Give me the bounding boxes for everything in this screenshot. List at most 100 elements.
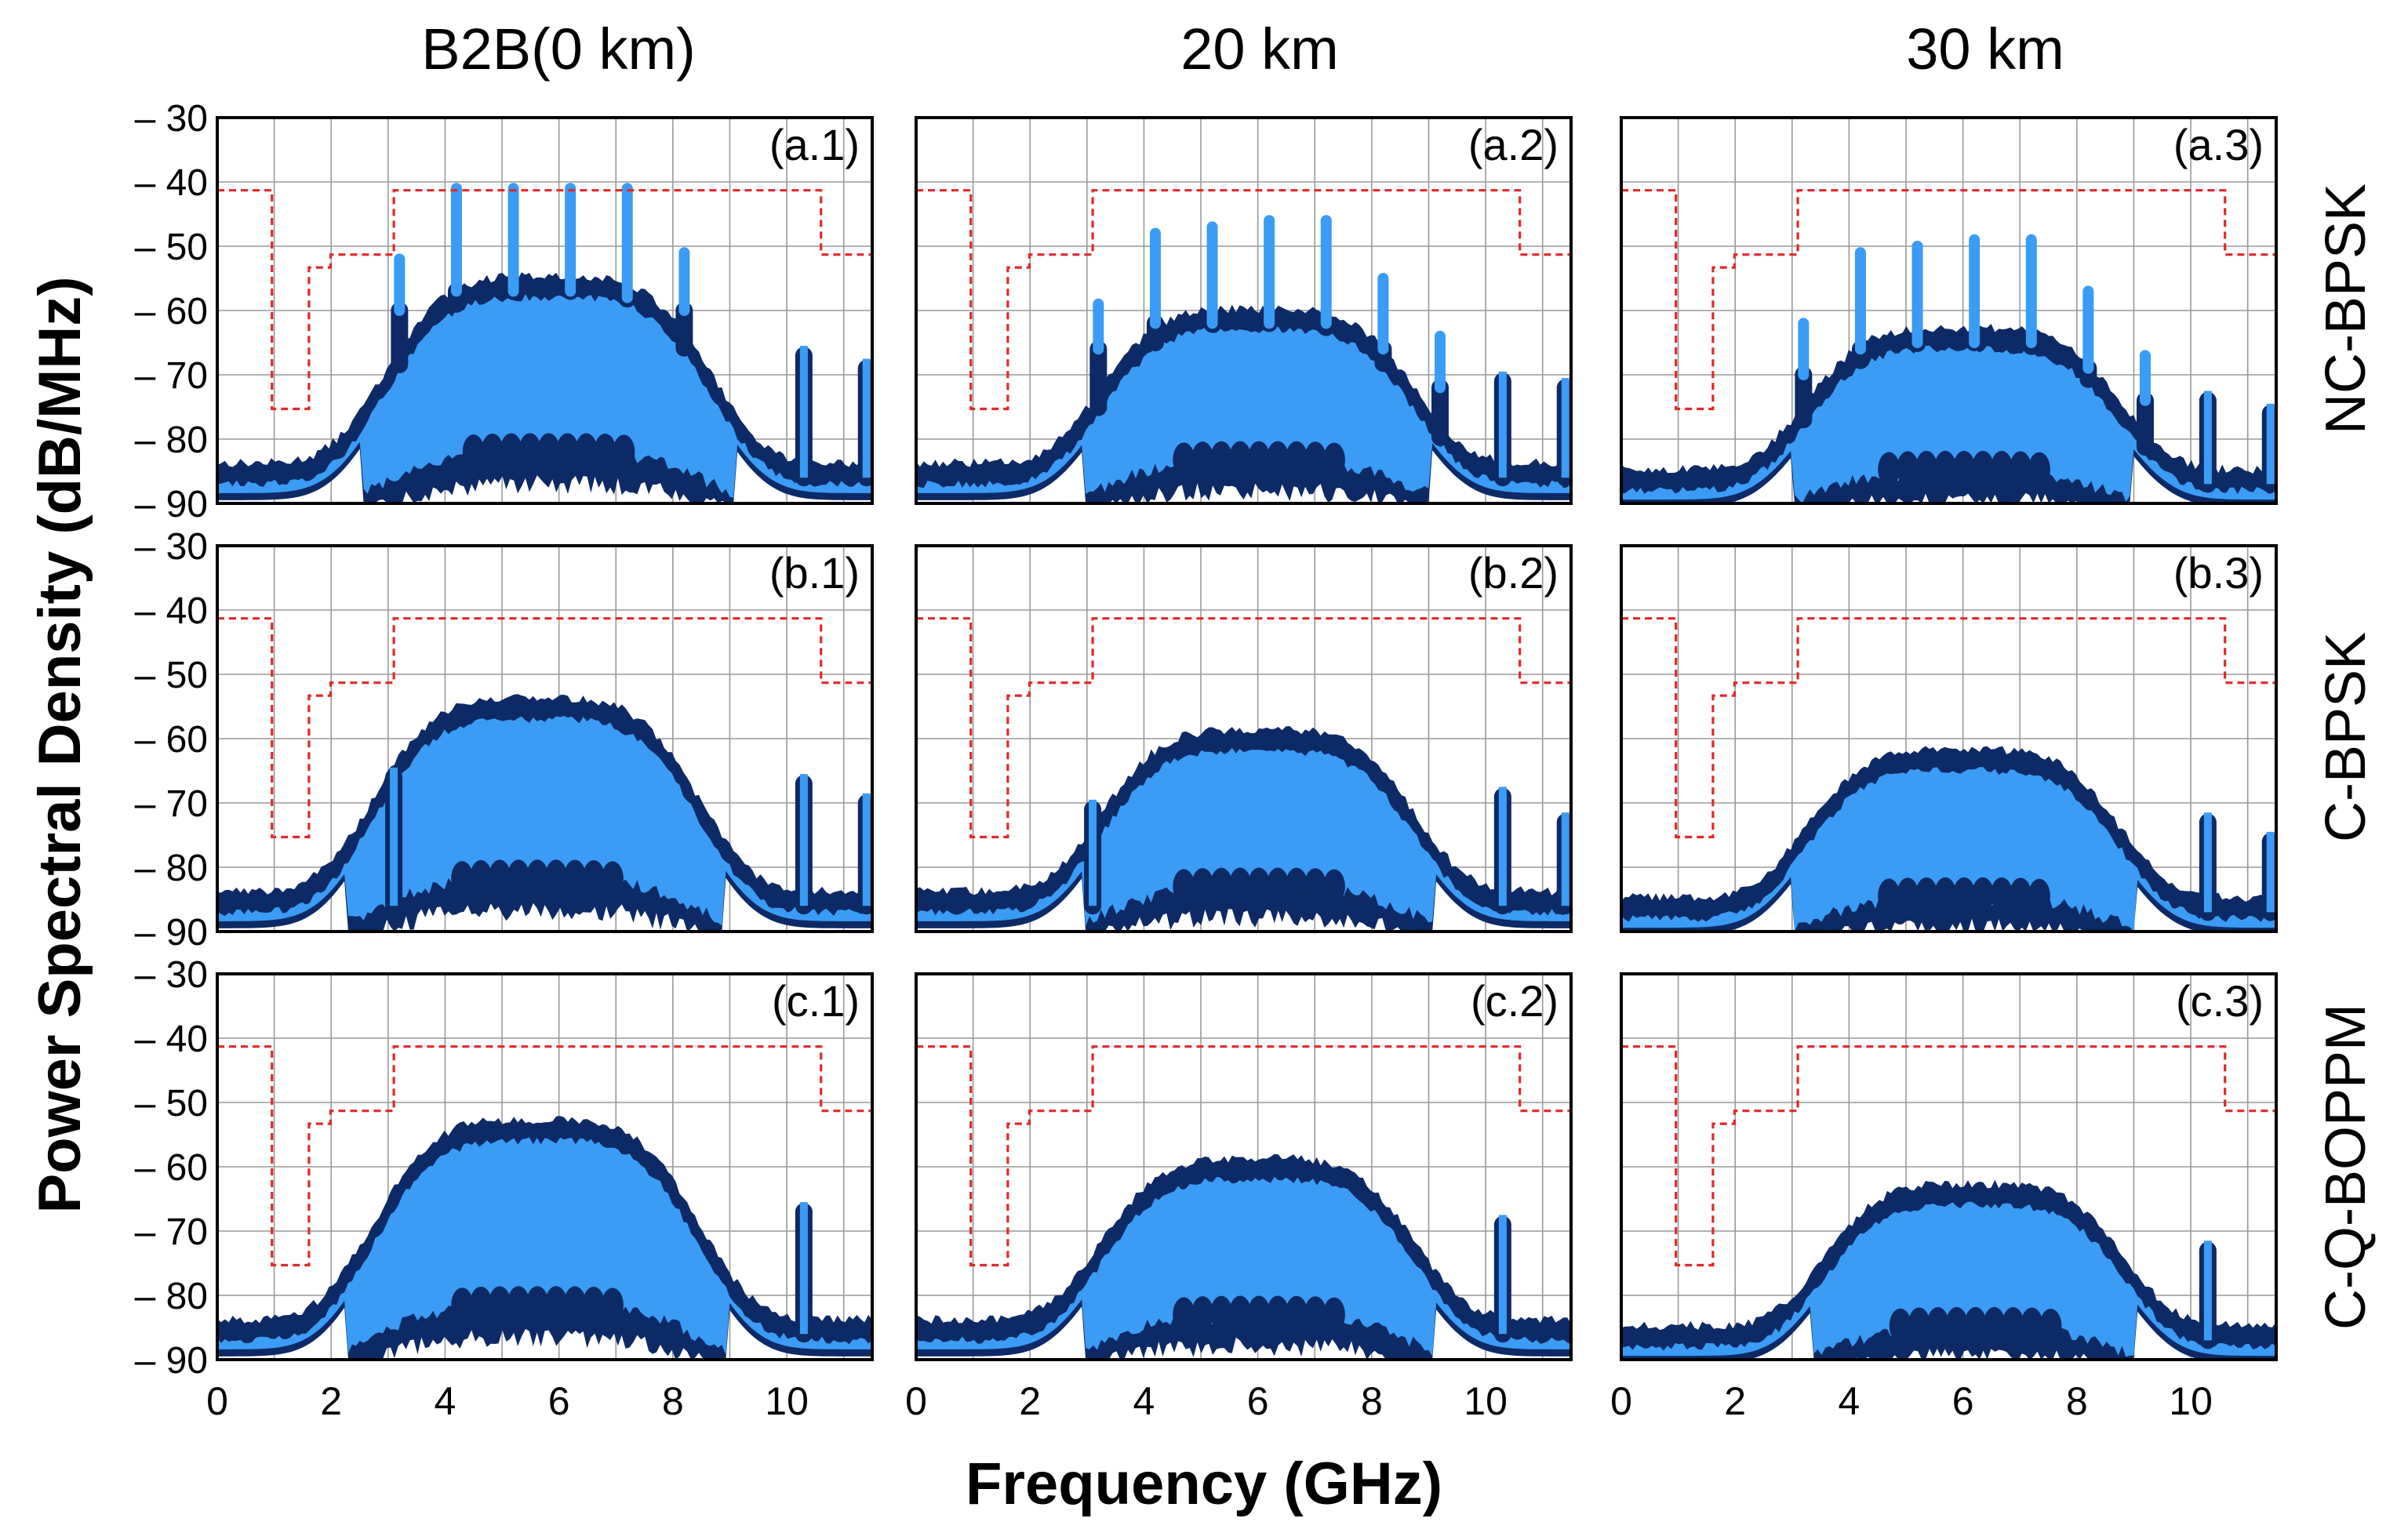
series-dark-blob <box>1953 877 1976 912</box>
emission-mask <box>217 617 872 839</box>
y-tick-label: – 70 <box>135 1211 208 1253</box>
y-tick-label: – 90 <box>135 484 208 525</box>
series-dark-blob <box>1173 869 1195 904</box>
x-tick-label: 2 <box>320 1379 342 1423</box>
series-dark-blob <box>1304 1296 1326 1331</box>
series-dark-blob <box>556 433 579 468</box>
panel-label: (b.1) <box>769 548 860 597</box>
series-dark-blob <box>489 859 511 895</box>
series-dark-blob <box>2020 1307 2043 1342</box>
series-dark-blob <box>537 433 560 468</box>
y-tick-label: – 40 <box>135 1019 208 1060</box>
spectrum-group <box>916 215 1571 503</box>
series-dark-blob <box>1926 1307 1949 1342</box>
series-dark-blob <box>1934 877 1957 912</box>
series-dark-blob <box>1229 867 1252 903</box>
panel-label: (c.3) <box>2176 976 2264 1026</box>
series-dark-blob <box>1322 1297 1345 1332</box>
series-dark-blob <box>545 859 568 895</box>
series-dark-blob <box>601 1288 624 1323</box>
series-light-band <box>916 747 1571 927</box>
spectrum-group <box>1621 1179 2276 1360</box>
series-dark-blob <box>1897 451 1919 486</box>
series-light-band <box>1621 345 2276 503</box>
series-dark-blob <box>462 434 485 470</box>
series-dark-blob <box>1972 450 1995 485</box>
emission-mask <box>217 1045 872 1267</box>
panel-frame <box>216 972 874 1361</box>
y-tick-label: – 90 <box>135 1340 208 1382</box>
x-tick-label: 6 <box>548 1379 570 1423</box>
emission-mask <box>1621 1045 2276 1267</box>
panel-frame <box>1620 972 2278 1361</box>
emission-mask <box>916 1045 1571 1267</box>
series-light-band <box>1621 1201 2276 1357</box>
series-dark-blob <box>451 1288 474 1323</box>
y-tick-label: – 60 <box>135 291 208 332</box>
panel-label: (c.2) <box>1471 976 1559 1026</box>
x-tick-label: 2 <box>1724 1379 1746 1423</box>
panel-frame <box>216 544 874 933</box>
y-tick-label: – 70 <box>135 355 208 397</box>
y-tick-label: – 60 <box>135 1147 208 1189</box>
column-title-30km: 30 km <box>1906 16 2064 82</box>
series-dark-blob <box>526 1286 549 1321</box>
panel-label: (b.2) <box>1468 548 1559 597</box>
series-dark-blob <box>1210 867 1233 903</box>
x-tick-label: 0 <box>206 1379 228 1423</box>
y-tick-label: – 80 <box>135 848 208 889</box>
series-dark-blob <box>613 434 635 470</box>
series-light-band <box>916 326 1571 494</box>
series-dark-blob <box>1304 868 1326 903</box>
emission-mask <box>217 189 872 411</box>
series-light-band <box>217 1137 872 1355</box>
series-dark-blob <box>1878 452 1900 487</box>
series-dark-blob <box>2028 452 2050 487</box>
emission-mask <box>916 617 1571 839</box>
series-dark-blob <box>1878 878 1900 913</box>
series-dark-blob <box>507 859 530 895</box>
series-dark-blob <box>470 859 493 895</box>
series-light-band <box>916 1176 1571 1357</box>
series-dark-blob <box>481 433 504 468</box>
series-dark-blob <box>594 434 617 469</box>
series-dark-blob <box>582 859 605 895</box>
series-dark-blob <box>1248 1295 1271 1331</box>
series-dark-blob <box>2028 878 2050 913</box>
x-tick-label: 2 <box>1019 1379 1041 1423</box>
series-dark-blob <box>563 1286 586 1321</box>
x-tick-label: 4 <box>1839 1379 1860 1423</box>
y-tick-label: – 80 <box>135 1276 208 1317</box>
series-dark-blob <box>601 861 624 896</box>
x-tick-label: 10 <box>1464 1379 1508 1423</box>
x-tick-label: 0 <box>1610 1379 1632 1423</box>
series-dark-blob <box>1953 450 1976 485</box>
series-dark-blob <box>545 1286 568 1321</box>
column-title-20km: 20 km <box>1180 16 1339 82</box>
series-dark-blob <box>1991 877 2013 912</box>
series-dark-blob <box>451 861 474 896</box>
series-dark-blob <box>1173 1297 1195 1332</box>
panel-frame <box>1620 544 2278 933</box>
series-dark-blob <box>2002 1307 2024 1342</box>
row-title-nc-bpsk: NC-BPSK <box>2315 183 2377 434</box>
spectrum-group <box>916 1153 1571 1360</box>
series-dark-blob <box>1173 442 1195 478</box>
x-tick-label: 4 <box>435 1379 456 1423</box>
x-tick-label: 4 <box>1133 1379 1155 1423</box>
y-tick-label: – 70 <box>135 783 208 825</box>
emission-mask <box>1621 189 2276 411</box>
series-dark-blob <box>1267 867 1289 903</box>
y-tick-label: – 30 <box>135 526 208 568</box>
y-tick-label: – 80 <box>135 420 208 461</box>
series-dark-blob <box>526 859 549 895</box>
series-light-band <box>217 716 872 926</box>
series-dark-blob <box>1191 441 1214 477</box>
series-dark-blob <box>575 433 598 468</box>
series-dark-blob <box>1248 867 1271 903</box>
series-dark-blob <box>1322 869 1345 904</box>
y-tick-label: – 50 <box>135 1083 208 1124</box>
series-dark-blob <box>582 1286 605 1321</box>
series-light-band <box>1621 767 2276 932</box>
